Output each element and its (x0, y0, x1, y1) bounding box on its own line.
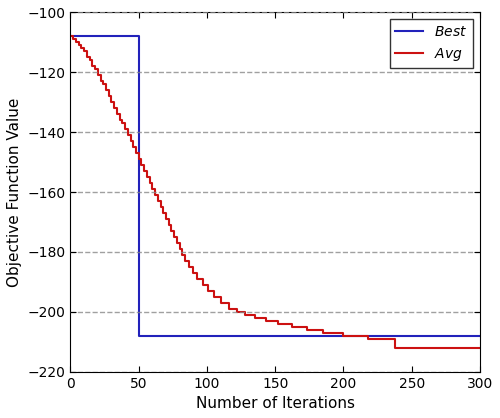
$\it{Avg}$ (365, 333, 371, 338)
$\it{Avg}$ (392, 345, 398, 350)
$\it{Avg}$ (130, 145, 136, 150)
$\it{Avg}$ (477, 345, 483, 350)
$\it{Best}$ (477, 333, 483, 338)
Legend: $\it{Best}$, $\it{Avg}$: $\it{Best}$, $\it{Avg}$ (390, 19, 473, 69)
$\it{Best}$ (68, 34, 73, 39)
$\it{Avg}$ (68, 34, 73, 39)
$\it{Best}$ (136, 333, 141, 338)
X-axis label: Number of Iterations: Number of Iterations (196, 396, 354, 411)
$\it{Avg}$ (206, 282, 212, 287)
$\it{Best}$ (136, 34, 141, 39)
$\it{Avg}$ (78, 46, 84, 51)
Line: $\it{Avg}$: $\it{Avg}$ (70, 36, 480, 348)
$\it{Best}$ (136, 34, 141, 39)
Y-axis label: Objective Function Value: Objective Function Value (7, 97, 22, 287)
$\it{Avg}$ (160, 204, 166, 209)
$\it{Avg}$ (136, 157, 141, 162)
$\it{Best}$ (136, 333, 141, 338)
Line: $\it{Best}$: $\it{Best}$ (70, 36, 480, 336)
